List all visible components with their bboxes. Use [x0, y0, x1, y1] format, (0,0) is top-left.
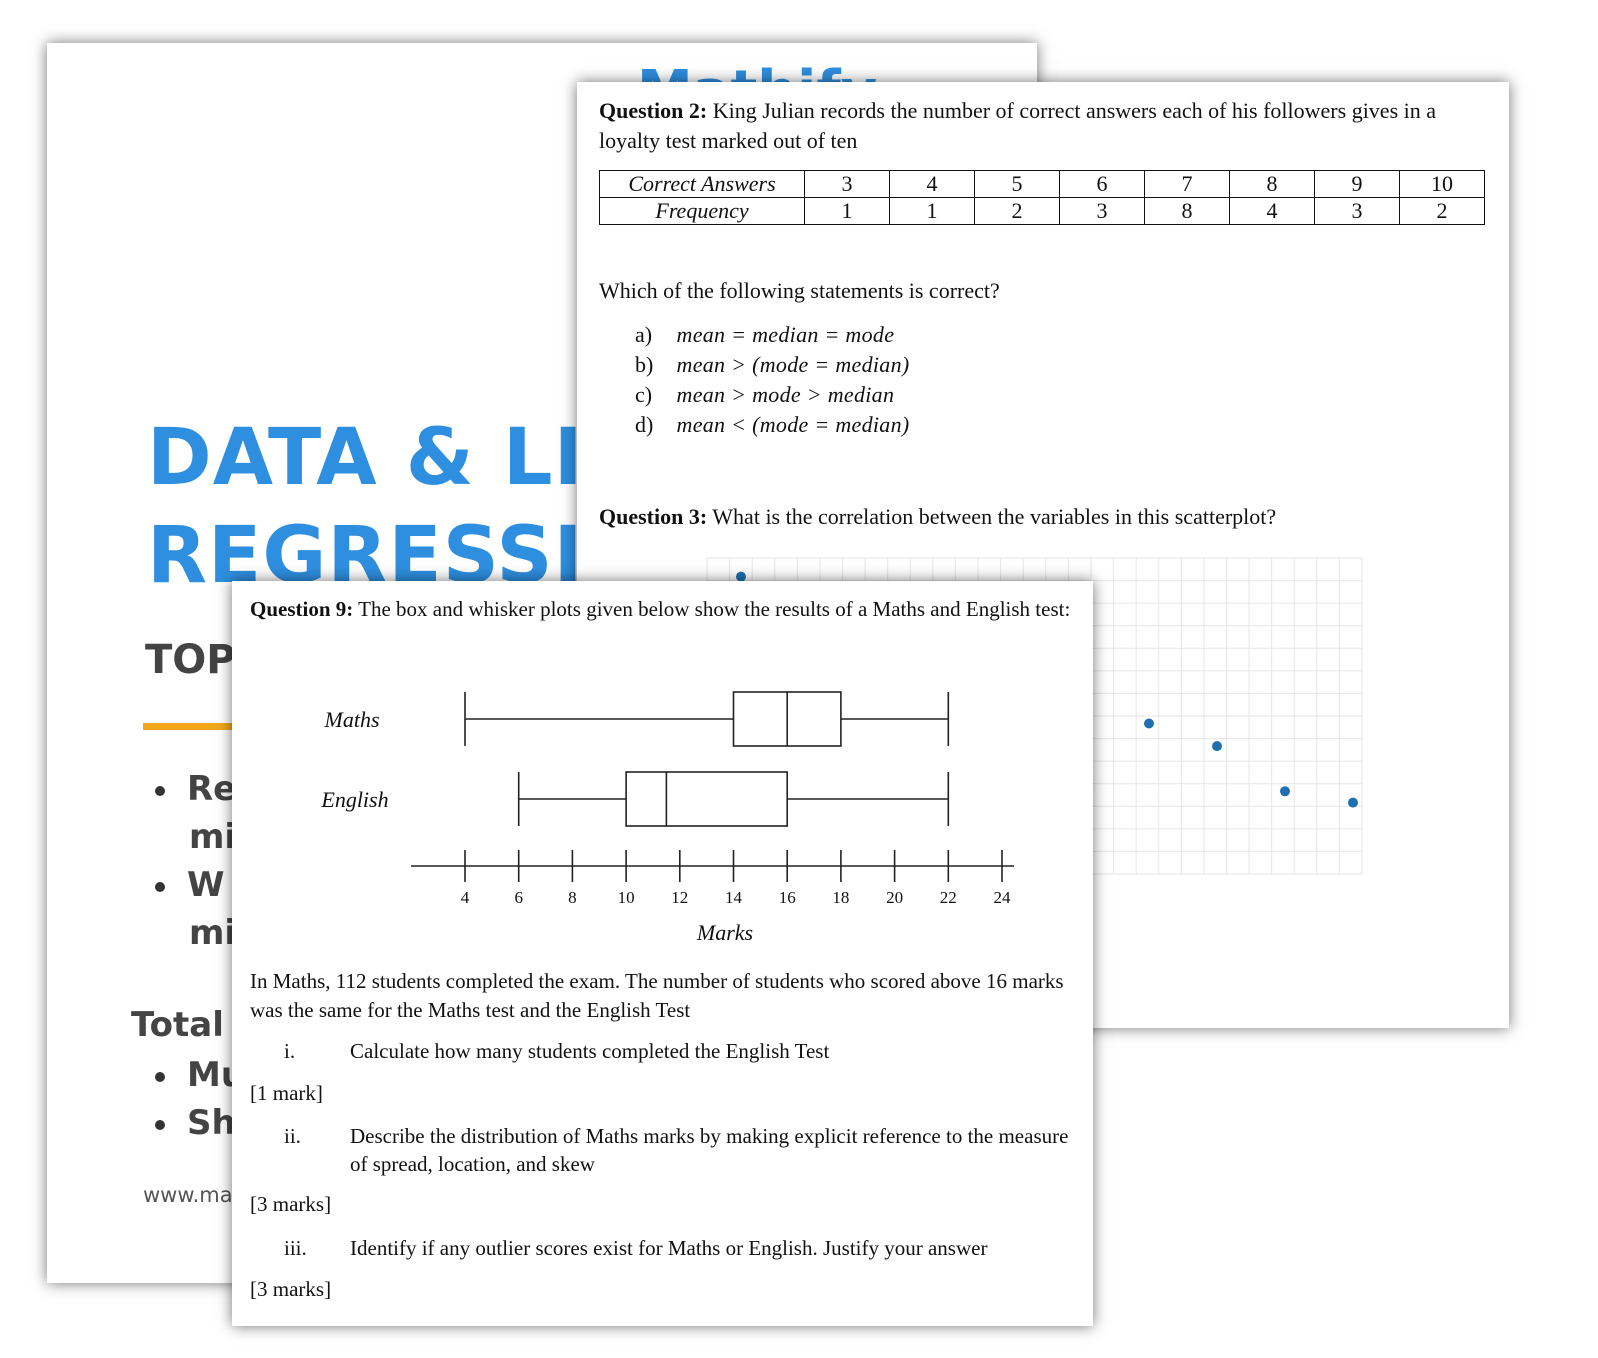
option-a: a) mean = median = mode: [635, 320, 894, 350]
x-tick-label: 10: [618, 888, 635, 907]
question-3-text: Question 3: What is the correlation betw…: [599, 502, 1276, 532]
option-c: c) mean > mode > median: [635, 380, 894, 410]
table-cell: 1: [889, 197, 975, 225]
question-2-text: Question 2: King Julian records the numb…: [599, 96, 1499, 156]
subquestion-number: ii.: [284, 1124, 301, 1148]
subquestion-iii: iii. Identify if any outlier scores exis…: [284, 1234, 1074, 1264]
x-tick-label: 8: [568, 888, 577, 907]
table-cell: 10: [1399, 170, 1485, 198]
table-cell: 2: [974, 197, 1060, 225]
table-cell: 5: [974, 170, 1060, 198]
scatter-point: [736, 571, 746, 582]
table-cell: 8: [1144, 197, 1230, 225]
marks-label: [1 mark]: [250, 1081, 323, 1105]
boxplot-english: English: [320, 771, 950, 827]
table-cell: 1: [804, 197, 890, 225]
option-label: a): [635, 322, 653, 347]
row-header-correct-answers: Correct Answers: [599, 170, 805, 198]
x-tick-label: 20: [886, 888, 903, 907]
marks-label: [3 marks]: [250, 1192, 332, 1216]
table-cell: 4: [1229, 197, 1315, 225]
subquestion-text: Describe the distribution of Maths marks…: [350, 1124, 1069, 1176]
cover-bullet-1-cont: mi: [189, 817, 237, 857]
subquestion-number: i.: [284, 1039, 296, 1063]
table-cell: 3: [1314, 197, 1400, 225]
question-9-info: In Maths, 112 students completed the exa…: [250, 969, 1064, 1022]
x-tick-label: 14: [725, 888, 743, 907]
option-text: mean > (mode = median): [676, 352, 910, 377]
table-cell: 6: [1059, 170, 1145, 198]
table-row: Correct Answers 3 4 5 6 7 8 9 10: [599, 170, 1485, 198]
x-tick-label: 18: [832, 888, 849, 907]
table-cell: 4: [889, 170, 975, 198]
table-cell: 9: [1314, 170, 1400, 198]
cover-bullet-2: W: [155, 865, 225, 905]
question-3-label: Question 3:: [599, 504, 708, 529]
subquestion-text: Identify if any outlier scores exist for…: [350, 1236, 988, 1260]
x-tick-label: 4: [461, 888, 470, 907]
x-tick-label: 16: [779, 888, 796, 907]
box-iqr: [625, 771, 789, 827]
scatter-point: [1348, 797, 1358, 808]
question-3-body: What is the correlation between the vari…: [712, 504, 1277, 529]
cover-bullet-1: Re: [155, 769, 236, 809]
scatter-point: [1144, 718, 1154, 729]
option-d: d) mean < (mode = median): [635, 410, 910, 440]
x-axis-title: Marks: [696, 920, 753, 945]
option-label: c): [635, 382, 653, 407]
total-heading: Total: [131, 1005, 224, 1045]
subquestion-text: Calculate how many students completed th…: [350, 1039, 830, 1063]
question-9-page: Question 9: The box and whisker plots gi…: [232, 581, 1093, 1326]
question-2-prompt: Which of the following statements is cor…: [599, 278, 1000, 303]
option-label: d): [635, 412, 654, 437]
option-b: b) mean > (mode = median): [635, 350, 910, 380]
option-text: mean > mode > median: [676, 382, 895, 407]
table-row: Frequency 1 1 2 3 8 4 3 2: [599, 197, 1485, 225]
x-tick-label: 22: [940, 888, 957, 907]
marks-label: [3 marks]: [250, 1277, 332, 1301]
question-2-label: Question 2:: [599, 98, 708, 123]
box-whisker-plot: Maths English 4 6 8 10 12 14 16 18 20 22 24 Marks: [320, 691, 1014, 945]
scatter-point: [1280, 786, 1290, 797]
question-2-body: King Julian records the number of correc…: [599, 98, 1437, 153]
topics-heading: TOP: [145, 637, 236, 683]
table-cell: 8: [1229, 170, 1315, 198]
question-9-label: Question 9:: [250, 597, 354, 621]
question-9-body: The box and whisker plots given below sh…: [358, 597, 1071, 621]
option-text: mean < (mode = median): [676, 412, 910, 437]
subquestion-ii: ii. Describe the distribution of Maths m…: [284, 1122, 1074, 1180]
frequency-table: Correct Answers 3 4 5 6 7 8 9 10 Frequen…: [599, 170, 1485, 225]
question-9-text: Question 9: The box and whisker plots gi…: [250, 595, 1080, 623]
boxplot-maths: Maths: [324, 691, 950, 747]
x-tick-label: 24: [994, 888, 1012, 907]
cover-url: www.mat: [143, 1183, 241, 1207]
series-label: English: [320, 787, 388, 812]
subquestion-number: iii.: [284, 1236, 307, 1260]
row-header-frequency: Frequency: [599, 197, 805, 225]
series-label: Maths: [324, 707, 380, 732]
total-bullet-2: Sh: [155, 1103, 236, 1143]
table-cell: 3: [804, 170, 890, 198]
option-label: b): [635, 352, 654, 377]
accent-divider: [143, 723, 263, 730]
cover-title-line1: DATA & LIN: [147, 413, 650, 503]
scatter-point: [1212, 741, 1222, 752]
x-tick-label: 12: [671, 888, 688, 907]
subquestion-i: i. Calculate how many students completed…: [284, 1037, 1074, 1067]
option-text: mean = median = mode: [676, 322, 895, 347]
table-cell: 2: [1399, 197, 1485, 225]
x-tick-label: 6: [514, 888, 523, 907]
table-cell: 7: [1144, 170, 1230, 198]
cover-bullet-2-cont: mi: [189, 913, 237, 953]
table-cell: 3: [1059, 197, 1145, 225]
